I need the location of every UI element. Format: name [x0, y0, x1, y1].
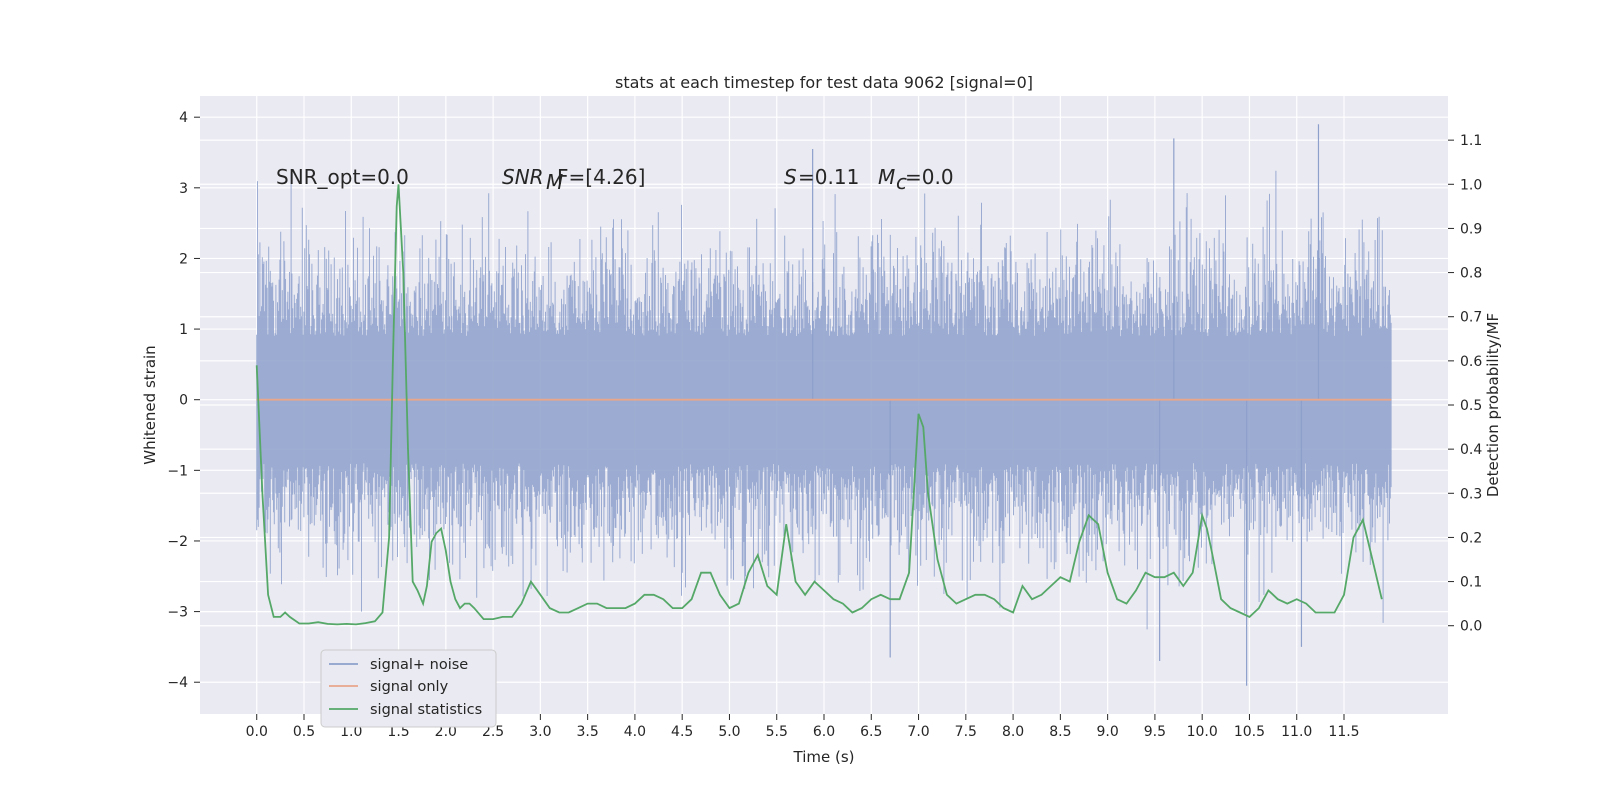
- x-tick-label: 5.5: [766, 724, 788, 740]
- y-axis-right-label: Detection probability/MF: [1484, 313, 1502, 497]
- x-tick-label: 1.5: [387, 724, 409, 740]
- series-signal-statistics-line: [255, 184, 1383, 626]
- y-right-tick-label: 0.0: [1460, 619, 1482, 635]
- legend-label-signal-plus-noise: signal+ noise: [370, 657, 468, 673]
- x-tick-label: 3.5: [577, 724, 599, 740]
- y-left-tick-label: 2: [179, 251, 188, 267]
- annotation-s: S =0.11: [784, 165, 859, 189]
- x-tick-label: 7.0: [907, 724, 929, 740]
- x-tick-label: 10.0: [1187, 724, 1218, 740]
- y-left-tick-label: −4: [167, 675, 188, 691]
- y-right-tick-label: 1.1: [1460, 133, 1482, 149]
- x-tick-label: 8.0: [1002, 724, 1024, 740]
- x-axis-ticks: 0.0 0.5 1.0 1.5 2.0 2.5 3.0 3.5 4.0 4.5 5.0 5.5 6.0 6…: [246, 714, 1360, 740]
- annotation-mc: M c =0.0: [878, 165, 954, 194]
- x-tick-label: 2.5: [482, 724, 504, 740]
- annotation-s-rest: =0.11: [798, 165, 859, 189]
- y-left-tick-label: 3: [179, 181, 188, 197]
- chart-title: stats at each timestep for test data 906…: [615, 73, 1033, 92]
- y-right-tick-label: 0.6: [1460, 354, 1482, 370]
- y-right-tick-label: 0.3: [1460, 486, 1482, 502]
- y-left-tick-label: −2: [167, 534, 188, 550]
- y-right-tick-label: 0.7: [1460, 310, 1482, 326]
- x-axis-label: Time (s): [793, 748, 855, 766]
- y-right-tick-label: 0.1: [1460, 575, 1482, 591]
- x-tick-label: 11.0: [1281, 724, 1312, 740]
- x-tick-label: 10.5: [1234, 724, 1265, 740]
- y-right-tick-label: 1.0: [1460, 177, 1482, 193]
- annotation-mc-main: M: [878, 165, 895, 189]
- annotation-snr-mf: SNR M F=[4.26]: [502, 165, 645, 194]
- y-left-tick-label: −1: [167, 463, 188, 479]
- x-tick-label: 5.0: [718, 724, 740, 740]
- y-right-tick-label: 0.9: [1460, 221, 1482, 237]
- x-tick-label: 4.0: [624, 724, 646, 740]
- annotation-mc-rest: =0.0: [905, 165, 954, 189]
- y-left-tick-label: 0: [179, 393, 188, 409]
- annotation-s-main: S: [784, 165, 797, 189]
- annotation-snr-mf-sub: M: [546, 170, 563, 194]
- y-axis-right-ticks: 1.1 1.0 0.9 0.8 0.7 0.6 0.5 0.4 0.3 0.2 0.1 0.0: [1448, 133, 1482, 635]
- legend-box: [320, 649, 497, 728]
- x-tick-label: 9.5: [1144, 724, 1166, 740]
- x-tick-label: 11.5: [1328, 724, 1359, 740]
- y-right-tick-label: 0.8: [1460, 266, 1482, 282]
- legend: signal+ noise signal only signal statist…: [320, 649, 497, 728]
- y-right-tick-label: 0.2: [1460, 530, 1482, 546]
- annotation-snr-mf-rest: F=[4.26]: [557, 165, 645, 189]
- x-tick-label: 8.5: [1049, 724, 1071, 740]
- x-tick-label: 0.0: [246, 724, 268, 740]
- annotation-mc-sub: c: [896, 170, 907, 194]
- x-tick-label: 6.0: [813, 724, 835, 740]
- annotation-snr-mf-main: SNR: [502, 165, 544, 189]
- y-axis-left-label: Whitened strain: [141, 345, 159, 464]
- x-tick-label: 3.0: [529, 724, 551, 740]
- x-tick-label: 6.5: [860, 724, 882, 740]
- y-axis-left-ticks: 4 3 2 1 0 −1 −2 −3 −4: [167, 110, 200, 691]
- x-tick-label: 2.0: [435, 724, 457, 740]
- x-tick-label: 1.0: [340, 724, 362, 740]
- series-signal-plus-noise: [256, 124, 1392, 686]
- y-right-tick-label: 0.5: [1460, 398, 1482, 414]
- y-right-tick-label: 0.4: [1460, 442, 1482, 458]
- x-tick-label: 4.5: [671, 724, 693, 740]
- x-tick-label: 0.5: [293, 724, 315, 740]
- legend-label-signal-only: signal only: [370, 679, 449, 695]
- y-left-tick-label: 4: [179, 110, 188, 126]
- x-tick-label: 9.0: [1097, 724, 1119, 740]
- y-left-tick-label: 1: [179, 322, 188, 338]
- x-tick-label: 7.5: [955, 724, 977, 740]
- legend-label-signal-statistics: signal statistics: [370, 702, 482, 718]
- annotation-snr-opt: SNR_opt=0.0: [276, 165, 409, 189]
- y-left-tick-label: −3: [167, 605, 188, 621]
